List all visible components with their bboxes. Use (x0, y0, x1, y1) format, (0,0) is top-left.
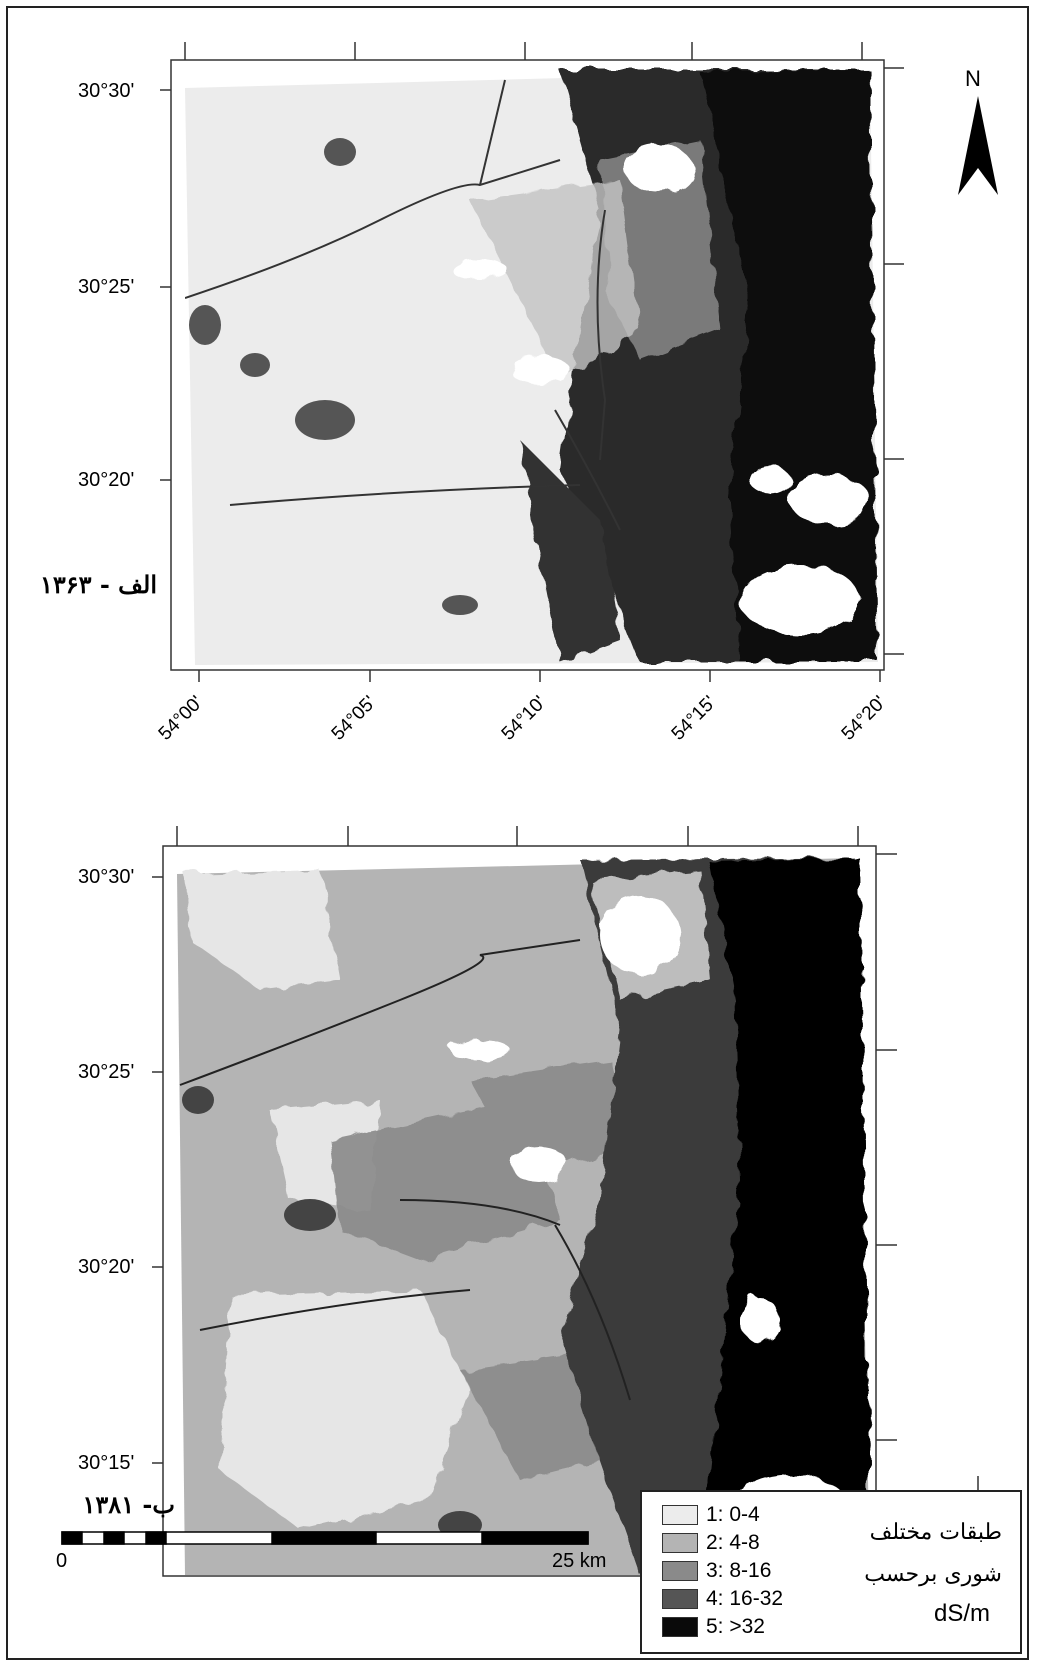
scale-bar (61, 1531, 589, 1545)
legend-swatch-1 (662, 1505, 698, 1525)
legend-swatch-2 (662, 1533, 698, 1553)
legend-label-3: 3: 8-16 (706, 1559, 772, 1582)
north-arrow-icon (958, 96, 998, 195)
legend-label-4: 4: 16-32 (706, 1587, 784, 1610)
bottom-lat-label-2: 30°25' (78, 1061, 135, 1083)
top-map-year-label: الف - ۱۳۶۳ (39, 570, 157, 599)
legend-item-5: 5: >32 (662, 1614, 765, 1640)
legend-swatch-4 (662, 1589, 698, 1609)
legend-title-line2: شوری برحسب (864, 1562, 1002, 1587)
legend-item-1: 1: 0-4 (662, 1502, 760, 1528)
top-map-ticks (160, 42, 904, 682)
legend-swatch-5 (662, 1617, 698, 1637)
scale-bar-end-label: 25 km (552, 1550, 607, 1572)
legend-label-5: 5: >32 (706, 1615, 765, 1638)
legend-item-4: 4: 16-32 (662, 1586, 783, 1612)
bottom-lat-label-3: 30°20' (78, 1256, 135, 1278)
legend-swatch-3 (662, 1561, 698, 1581)
bottom-lat-label-1: 30°30' (78, 866, 135, 888)
legend-label-1: 1: 0-4 (706, 1503, 760, 1526)
scale-bar-start-label: 0 (56, 1550, 68, 1572)
bottom-map-year-label: ب- ۱۳۸۱ (82, 1490, 175, 1519)
top-map (160, 42, 904, 682)
top-lat-label-1: 30°30' (78, 80, 135, 102)
legend-item-2: 2: 4-8 (662, 1530, 760, 1556)
figure-frame (6, 6, 1029, 1660)
legend-item-3: 3: 8-16 (662, 1558, 771, 1584)
top-map-frame (170, 59, 885, 671)
legend-title-line1: طبقات مختلف (869, 1520, 1002, 1545)
top-lat-label-3: 30°20' (78, 469, 135, 491)
top-lat-label-2: 30°25' (78, 276, 135, 298)
bottom-map (152, 826, 979, 1577)
legend-units: dS/m (933, 1600, 990, 1627)
bottom-lat-label-4: 30°15' (78, 1452, 135, 1474)
bottom-map-frame (162, 845, 877, 1577)
legend-label-2: 2: 4-8 (706, 1531, 760, 1554)
salinity-legend: 1: 0-4 2: 4-8 3: 8-16 4: 16-32 5: >32 طب… (640, 1490, 1022, 1654)
north-label: N (965, 66, 981, 91)
